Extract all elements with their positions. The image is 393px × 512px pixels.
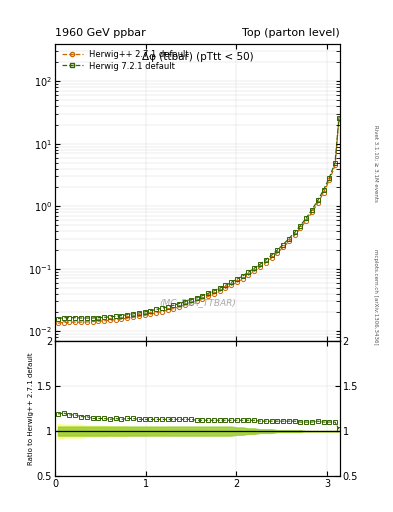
Y-axis label: Ratio to Herwig++ 2.7.1 default: Ratio to Herwig++ 2.7.1 default <box>28 352 34 465</box>
Text: (MC_FBA_TTBAR): (MC_FBA_TTBAR) <box>159 298 236 307</box>
Text: Δφ (t̄tbar) (pTtt < 50): Δφ (t̄tbar) (pTtt < 50) <box>141 52 253 62</box>
Legend: Herwig++ 2.7.1 default, Herwig 7.2.1 default: Herwig++ 2.7.1 default, Herwig 7.2.1 def… <box>59 48 191 73</box>
Text: Rivet 3.1.10; ≥ 3.1M events: Rivet 3.1.10; ≥ 3.1M events <box>373 125 378 202</box>
Text: mcplots.cern.ch [arXiv:1306.3436]: mcplots.cern.ch [arXiv:1306.3436] <box>373 249 378 345</box>
Text: 1960 GeV ppbar: 1960 GeV ppbar <box>55 28 146 38</box>
Text: Top (parton level): Top (parton level) <box>242 28 340 38</box>
